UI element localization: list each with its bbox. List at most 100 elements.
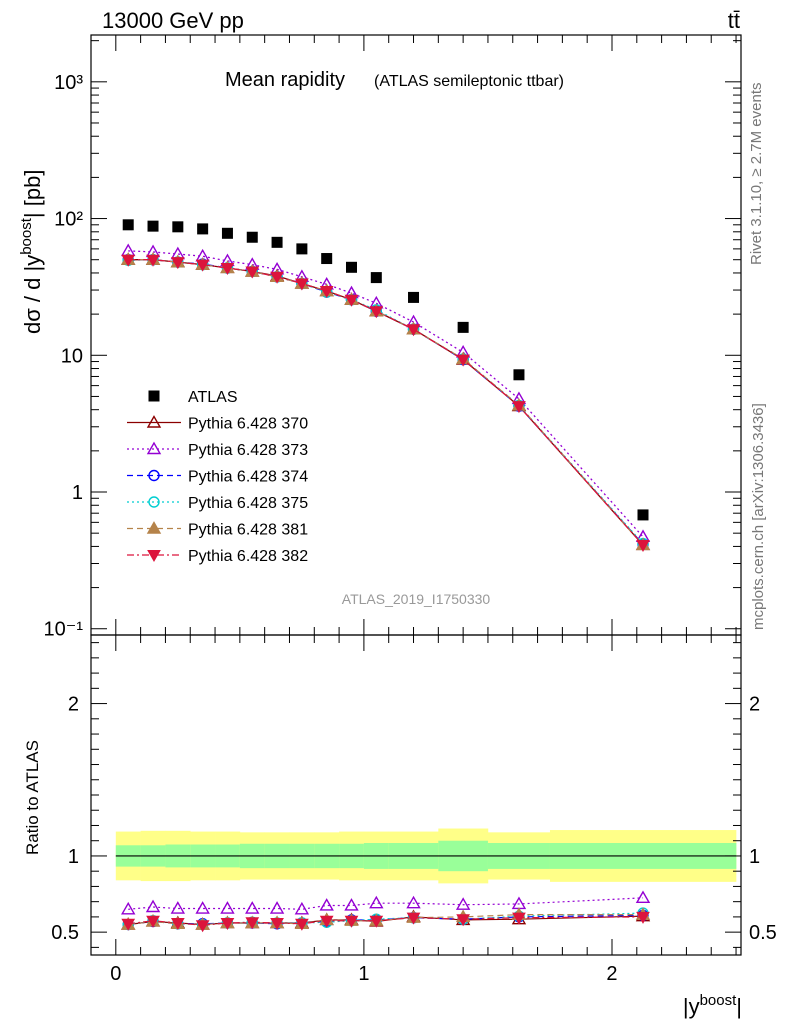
ratio-point	[406, 912, 421, 925]
ratio-uncertainty-bands	[115, 828, 737, 884]
ratio-point	[269, 901, 285, 914]
legend-marker	[146, 441, 162, 455]
ratio-point	[319, 898, 334, 911]
ratio-point	[344, 898, 359, 911]
chart-subtitle: (ATLAS semileptonic ttbar)	[374, 73, 564, 90]
data-point	[637, 509, 649, 521]
legend: ATLAS Pythia 6.428 370 Pythia 6.428 373 Pyt…	[127, 389, 308, 565]
data-point	[146, 254, 160, 267]
mcplots-reference-label: mcplots.cern.ch [arXiv:1306.3436]	[750, 403, 767, 630]
ratio-point	[121, 901, 136, 915]
legend-marker	[147, 550, 161, 563]
data-point	[344, 294, 359, 307]
data-point	[121, 254, 136, 267]
ratio-series-pythia-6-428-382	[121, 911, 650, 933]
data-point	[406, 324, 421, 337]
data-point	[321, 253, 333, 265]
chart-title: Mean rapidity	[225, 69, 345, 91]
ratio-y-tick-label: 1	[68, 846, 79, 868]
main-panel: Mean rapidity (ATLAS semileptonic ttbar)…	[18, 69, 564, 607]
data-point	[221, 227, 233, 239]
rivet-version-label: Rivet 3.1.10, ≥ 2.7M events	[748, 83, 765, 266]
data-point	[512, 401, 526, 414]
data-point	[172, 221, 184, 233]
ratio-line	[128, 916, 644, 926]
ratio-point	[406, 895, 421, 909]
ratio-point	[344, 915, 359, 928]
data-point	[408, 291, 420, 303]
process-label: tt̄	[728, 8, 740, 33]
legend-label: Pythia 6.428 374	[188, 469, 308, 486]
ratio-point	[220, 918, 235, 931]
legend-label: Pythia 6.428 375	[188, 495, 308, 512]
data-point	[296, 243, 308, 255]
ratio-point	[294, 901, 310, 915]
ratio-point	[170, 901, 186, 914]
ratio-point	[295, 918, 309, 931]
y-tick-label: 10²	[54, 209, 83, 231]
data-point	[245, 266, 260, 279]
data-point	[456, 354, 470, 367]
svg-text:|yboost|: |yboost|	[683, 992, 742, 1019]
legend-item: ATLAS	[148, 389, 238, 406]
ratio-point	[512, 912, 526, 925]
y-tick-label: 1	[72, 482, 83, 504]
data-point	[319, 286, 334, 299]
legend-label: Pythia 6.428 370	[188, 416, 308, 433]
ratio-point	[456, 914, 470, 927]
ratio-y-tick-label: 2	[68, 694, 79, 716]
ratio-point	[195, 920, 210, 933]
ratio-panel: Ratio to ATLAS |yboost|	[23, 740, 742, 1019]
legend-label: Pythia 6.428 373	[188, 442, 308, 459]
ratio-point	[270, 918, 284, 931]
legend-label: Pythia 6.428 381	[188, 522, 308, 539]
ratio-y-tick-label: 0.5	[51, 922, 79, 944]
ratio-point	[319, 915, 334, 928]
x-tick-label: 2	[606, 963, 617, 985]
data-point	[220, 262, 235, 275]
data-point	[513, 369, 525, 381]
y-tick-label: 10⁻¹	[44, 619, 84, 641]
data-point	[170, 257, 185, 270]
series-pythia-6-428-382	[121, 254, 650, 552]
ratio-point	[636, 911, 650, 924]
legend-item: Pythia 6.428 381	[127, 521, 308, 539]
ratio-y-tick-label-right: 1	[749, 846, 760, 868]
ratio-y-tick-label-right: 2	[749, 694, 760, 716]
x-tick-label: 1	[358, 963, 369, 985]
ratio-point	[121, 918, 136, 931]
data-point	[271, 236, 283, 248]
data-point	[457, 321, 469, 333]
ratio-point	[170, 918, 185, 931]
ratio-point	[369, 915, 384, 928]
legend-label: Pythia 6.428 382	[188, 548, 308, 565]
ratio-point	[455, 897, 471, 910]
main-y-axis-label: dσ / d |yboost| [pb]	[18, 170, 45, 334]
legend-item: Pythia 6.428 370	[127, 415, 308, 433]
data-point	[370, 272, 382, 284]
x-axis-label: |yboost|	[683, 992, 742, 1019]
data-point	[197, 223, 209, 235]
main-series-group	[121, 219, 651, 552]
legend-label: ATLAS	[188, 389, 238, 406]
ratio-y-axis-label: Ratio to ATLAS	[23, 740, 42, 855]
ratio-point	[195, 901, 210, 914]
legend-item: Pythia 6.428 374	[127, 469, 308, 486]
data-point	[345, 261, 357, 273]
ratio-y-tick-label-right: 0.5	[749, 922, 777, 944]
axis-ticks: 10⁻¹ 1 10 10² 10³ 0 1 2 0.5 0.5 1 1 2 2	[44, 35, 777, 985]
x-tick-label: 0	[110, 963, 121, 985]
data-point	[636, 539, 650, 552]
data-point	[270, 271, 284, 284]
ratio-point	[369, 895, 384, 909]
data-point	[147, 220, 159, 232]
ratio-point	[635, 890, 651, 904]
data-point	[195, 259, 210, 272]
ratio-series-group	[121, 890, 651, 933]
legend-marker	[148, 390, 160, 402]
ratio-point	[220, 901, 235, 914]
svg-text:dσ / d |yboost| [pb]: dσ / d |yboost| [pb]	[18, 170, 45, 334]
series-atlas	[122, 219, 649, 521]
legend-item: Pythia 6.428 375	[127, 495, 308, 512]
